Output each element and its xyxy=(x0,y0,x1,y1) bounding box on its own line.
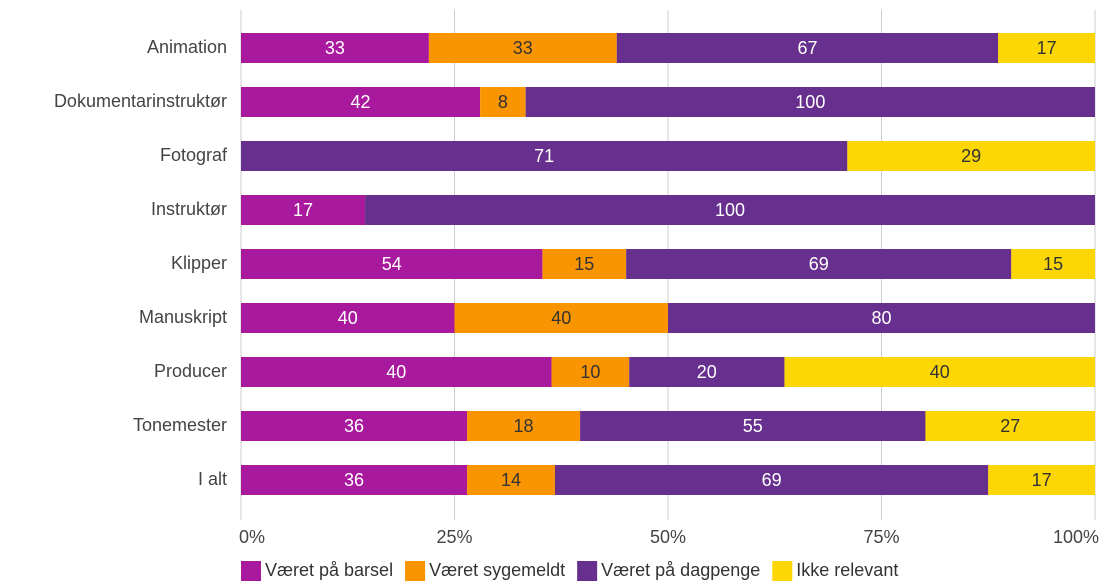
bar-segment xyxy=(467,465,555,495)
data-label: 42 xyxy=(351,92,371,112)
bar-segment xyxy=(784,357,1095,387)
bar-segment xyxy=(480,87,526,117)
bar-segment xyxy=(847,141,1095,171)
data-label: 20 xyxy=(697,362,717,382)
data-label: 36 xyxy=(344,470,364,490)
data-label: 69 xyxy=(809,254,829,274)
data-label: 69 xyxy=(762,470,782,490)
legend-label: Været sygemeldt xyxy=(429,560,565,580)
x-tick-label: 100% xyxy=(1053,527,1099,547)
data-label: 15 xyxy=(1043,254,1063,274)
data-label: 33 xyxy=(325,38,345,58)
bar-segment xyxy=(241,411,468,441)
bar-segment xyxy=(554,465,989,495)
x-tick-label: 25% xyxy=(436,527,472,547)
legend-label: Ikke relevant xyxy=(796,560,898,580)
data-label: 17 xyxy=(293,200,313,220)
data-label: 15 xyxy=(574,254,594,274)
legend-swatch xyxy=(241,561,261,581)
bar-segment xyxy=(241,303,455,333)
legend-label: Været på barsel xyxy=(265,560,393,580)
y-tick-label: Klipper xyxy=(171,253,227,273)
y-tick-label: Fotograf xyxy=(160,145,228,165)
data-label: 40 xyxy=(930,362,950,382)
bar-segment xyxy=(241,33,429,63)
x-tick-label: 50% xyxy=(650,527,686,547)
data-label: 100 xyxy=(715,200,745,220)
bar-segment xyxy=(454,303,668,333)
data-label: 54 xyxy=(382,254,402,274)
data-label: 80 xyxy=(871,308,891,328)
bar-segment xyxy=(925,411,1095,441)
bar-segment xyxy=(629,357,785,387)
bar-segment xyxy=(241,465,468,495)
data-label: 10 xyxy=(580,362,600,382)
data-label: 14 xyxy=(501,470,521,490)
data-label: 36 xyxy=(344,416,364,436)
bar-segment xyxy=(551,357,630,387)
bar-segment xyxy=(241,195,366,225)
data-label: 100 xyxy=(795,92,825,112)
bar-segment xyxy=(241,357,552,387)
y-tick-label: Manuskript xyxy=(139,307,227,327)
data-label: 67 xyxy=(797,38,817,58)
bar-segment xyxy=(525,87,1095,117)
data-label: 55 xyxy=(743,416,763,436)
bar-segment xyxy=(241,249,543,279)
data-label: 8 xyxy=(498,92,508,112)
data-label: 17 xyxy=(1037,38,1057,58)
y-tick-label: Instruktør xyxy=(151,199,227,219)
y-tick-label: Animation xyxy=(147,37,227,57)
y-tick-label: I alt xyxy=(198,469,227,489)
y-tick-label: Dokumentarinstruktør xyxy=(54,91,227,111)
data-label: 40 xyxy=(338,308,358,328)
bar-segment xyxy=(668,303,1095,333)
data-label: 40 xyxy=(386,362,406,382)
bar-segment xyxy=(542,249,627,279)
legend-swatch xyxy=(577,561,598,581)
bar-segment xyxy=(998,33,1095,63)
bar-segment xyxy=(428,33,617,63)
y-tick-label: Tonemester xyxy=(133,415,227,435)
bar-segment xyxy=(365,195,1096,225)
bar-segment xyxy=(1011,249,1095,279)
legend-label: Været på dagpenge xyxy=(601,560,760,580)
bar-segment xyxy=(241,87,481,117)
data-label: 27 xyxy=(1000,416,1020,436)
data-label: 71 xyxy=(534,146,554,166)
bar-segment xyxy=(616,33,999,63)
data-label: 40 xyxy=(551,308,571,328)
data-label: 17 xyxy=(1032,470,1052,490)
x-tick-label: 0% xyxy=(239,527,265,547)
bar-segment xyxy=(467,411,581,441)
data-label: 33 xyxy=(513,38,533,58)
legend-swatch xyxy=(772,561,793,581)
bar-segment xyxy=(580,411,926,441)
legend-swatch xyxy=(405,561,426,581)
data-label: 29 xyxy=(961,146,981,166)
bar-segment xyxy=(988,465,1095,495)
y-tick-label: Producer xyxy=(154,361,227,381)
x-tick-label: 75% xyxy=(863,527,899,547)
data-label: 18 xyxy=(514,416,534,436)
bar-segment xyxy=(626,249,1012,279)
bar-segment xyxy=(241,141,848,171)
